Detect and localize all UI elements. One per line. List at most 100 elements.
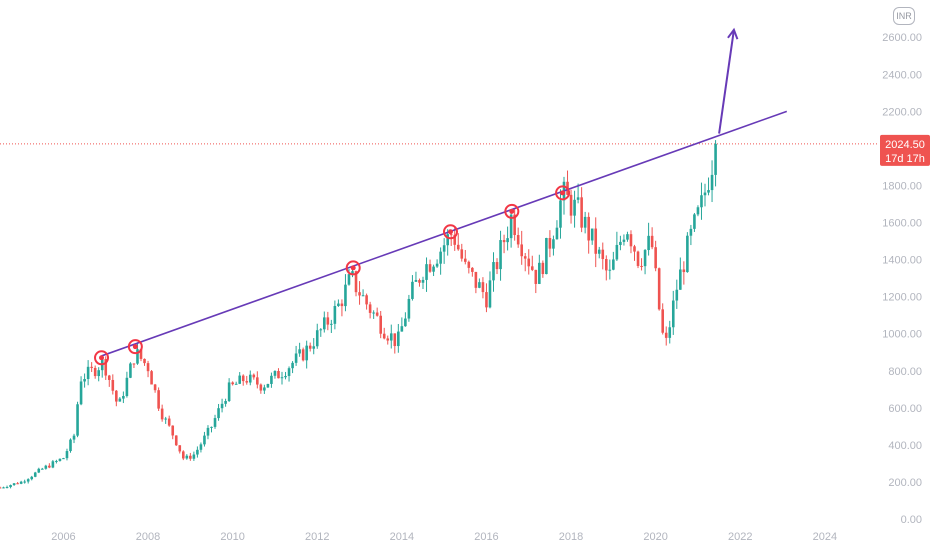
candle [643,248,647,275]
drawings-layer[interactable] [94,27,788,366]
touch-marker[interactable] [442,224,458,240]
candle [397,323,400,353]
price-axis[interactable]: 0.00 200.00 400.00 600.00 800.00 1000.00 1200.… [882,32,922,526]
candle-body [541,262,545,275]
candle [115,389,118,407]
candle-body [372,312,375,314]
candle [446,229,449,256]
candle [516,227,520,248]
y-tick-label: 600.00 [888,403,922,415]
marker-dot [560,190,566,196]
candle-body [263,387,266,391]
candle [287,366,291,382]
candle-body [464,258,467,262]
candle-body [389,333,393,341]
candle [301,347,305,362]
touch-marker[interactable] [127,339,143,355]
candle [456,233,460,251]
candle-body [421,279,425,283]
candle-body [640,265,643,267]
candle [597,246,601,259]
candle [361,289,365,297]
candle-body [206,427,210,436]
candle-body [12,483,16,486]
candle [485,283,488,313]
candle [189,452,192,461]
candle-body [643,250,647,267]
currency-badge[interactable]: INR [893,7,915,25]
time-axis[interactable]: 2006 2008 2010 2012 2014 2016 2018 2020 2022 2024 [51,531,837,543]
candle [545,237,548,275]
candle-body [287,368,291,376]
candle-body [351,271,354,275]
candle-body [252,374,256,378]
candle-body [65,451,69,459]
candle [382,327,386,340]
candle [365,293,368,310]
candle [203,431,206,447]
candle-body [69,439,72,452]
touch-marker[interactable] [504,203,520,219]
candle [605,255,608,281]
candle [79,376,83,406]
candle-body [323,317,326,330]
candle [238,372,241,385]
candle [160,404,164,422]
candle [555,220,559,240]
candle-body [386,338,390,341]
y-tick-label: 1000.00 [882,329,922,341]
candle-body [449,234,453,236]
candle [707,177,710,196]
candle [164,416,167,424]
candle [312,338,316,355]
candle-body [0,487,2,489]
candle-body [622,239,626,242]
candle-body [79,381,83,405]
candle [689,224,693,246]
candle-body [679,269,682,290]
touch-marker[interactable] [555,185,571,201]
touch-marker[interactable] [345,260,361,276]
candle-body [502,240,506,243]
candle [386,335,390,345]
x-tick-label: 2022 [728,531,752,543]
candle [499,230,502,281]
candle-body [587,216,590,241]
candle [143,358,146,366]
candle [44,464,48,470]
candle-body [132,363,136,365]
candle [664,326,668,346]
candle-body [354,271,358,293]
candle [277,368,280,379]
candle [323,311,326,333]
candle-body [414,280,418,282]
candle-body [538,262,541,284]
candle-body [157,390,160,409]
candle [523,253,527,272]
arrow-shaft[interactable] [718,29,735,134]
candle-body [86,366,90,379]
candle [696,205,700,217]
candle-body [576,197,580,200]
candle [552,235,555,256]
candle-body [55,460,58,462]
candle [104,356,108,380]
candle [622,234,626,246]
marker-dot [447,229,453,235]
candle-body [196,449,199,455]
candle-body [474,271,478,288]
candle [330,319,333,333]
candle-body [319,329,323,331]
candle [421,276,425,289]
candle [125,371,129,398]
candle-body [76,404,79,436]
touch-marker[interactable] [94,350,110,366]
candle-body [125,377,129,397]
x-tick-label: 2008 [136,531,160,543]
candle-body [439,251,442,264]
candle-body [696,207,700,215]
candle [502,234,506,254]
candle [368,301,372,319]
candle-body [682,269,686,273]
